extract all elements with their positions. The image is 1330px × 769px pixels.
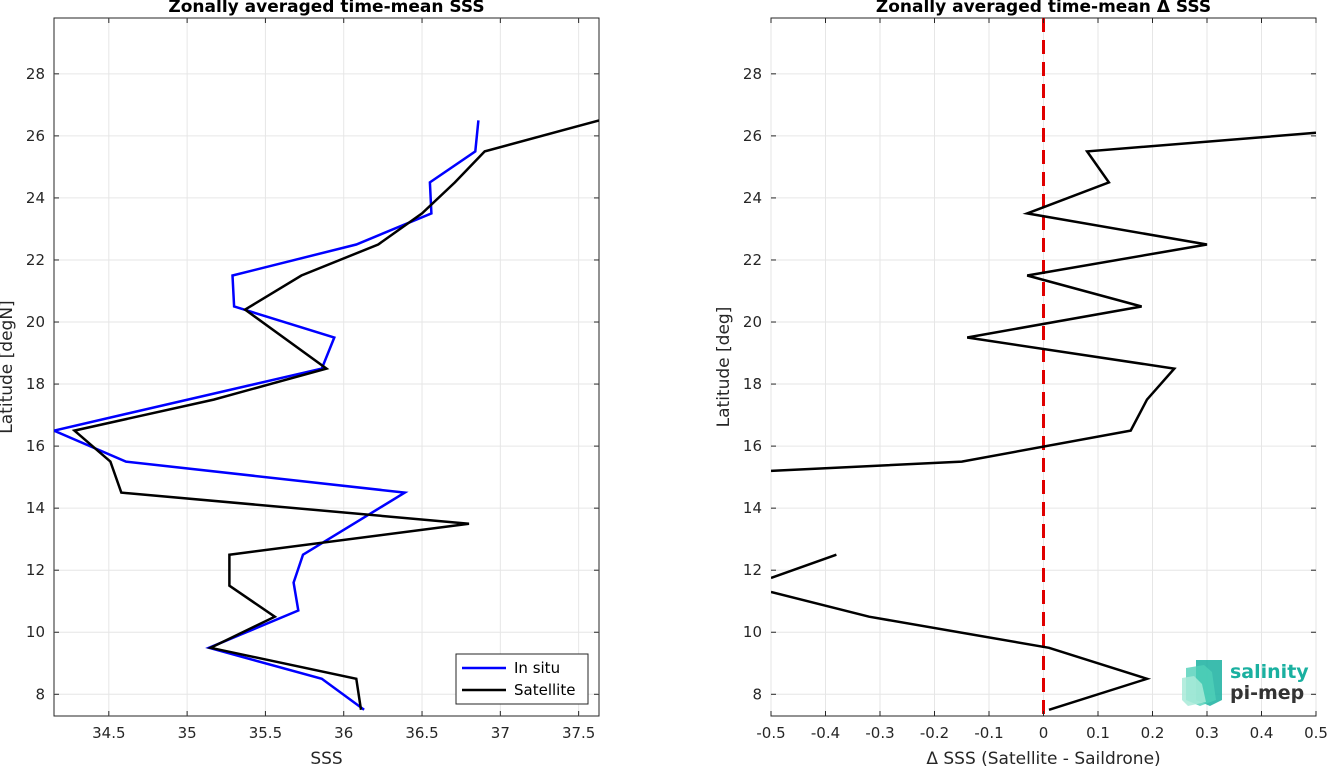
series-right bbox=[771, 18, 1316, 716]
x-tick-label: 0 bbox=[1039, 724, 1049, 742]
salinity-pi-mep-logo: salinity pi-mep bbox=[1182, 660, 1309, 706]
x-tick-label: -0.1 bbox=[974, 724, 1003, 742]
series-left bbox=[54, 119, 599, 711]
ticks-left: 34.5 35 35.5 36 36.5 37 37.5 8 10 12 14 16 18 20 22 24 2… bbox=[26, 18, 599, 742]
y-tick-label: 10 bbox=[26, 623, 45, 641]
y-tick-label: 24 bbox=[26, 189, 45, 207]
x-tick-label: -0.4 bbox=[811, 724, 840, 742]
logo-text-pi-mep: pi-mep bbox=[1230, 682, 1304, 704]
chart-title-right: Zonally averaged time-mean Δ SSS bbox=[876, 0, 1211, 17]
x-tick-label: -0.2 bbox=[920, 724, 949, 742]
wave-logo-icon bbox=[1182, 660, 1222, 706]
in-situ-series-line bbox=[54, 120, 480, 711]
y-tick-label: 16 bbox=[743, 437, 762, 455]
legend-entry-in-situ: In situ bbox=[514, 659, 560, 677]
chart-left: 34.5 35 35.5 36 36.5 37 37.5 8 10 12 14 16 18 20 22 24 2… bbox=[0, 0, 600, 769]
y-tick-label: 8 bbox=[752, 685, 762, 703]
ticks-right: -0.5 -0.4 -0.3 -0.2 -0.1 0 0.1 0.2 0.3 0.4 0.5 8 10 1… bbox=[743, 18, 1328, 742]
y-tick-label: 20 bbox=[743, 313, 762, 331]
y-tick-label: 10 bbox=[743, 623, 762, 641]
grid-left bbox=[54, 18, 599, 716]
y-tick-label: 12 bbox=[743, 561, 762, 579]
y-tick-label: 24 bbox=[743, 189, 762, 207]
satellite-series-line bbox=[71, 119, 599, 710]
x-tick-label: 0.1 bbox=[1086, 724, 1110, 742]
x-tick-label: -0.3 bbox=[865, 724, 894, 742]
y-tick-label: 20 bbox=[26, 313, 45, 331]
x-tick-label: 0.5 bbox=[1304, 724, 1328, 742]
x-tick-label: 36 bbox=[334, 724, 353, 742]
x-tick-label: 36.5 bbox=[405, 724, 438, 742]
x-axis-label-right: Δ SSS (Satellite - Saildrone) bbox=[926, 749, 1160, 769]
y-axis-label-left: Latitude [degN] bbox=[0, 300, 17, 433]
x-tick-label: 37.5 bbox=[562, 724, 595, 742]
x-tick-label: 37 bbox=[491, 724, 510, 742]
y-tick-label: 28 bbox=[743, 65, 762, 83]
plot-area-left bbox=[53, 17, 600, 717]
x-tick-label: -0.5 bbox=[756, 724, 785, 742]
delta-sss-series-line bbox=[771, 553, 837, 580]
y-tick-label: 12 bbox=[26, 561, 45, 579]
x-tick-label: 35 bbox=[178, 724, 197, 742]
x-tick-label: 0.2 bbox=[1141, 724, 1165, 742]
y-tick-label: 18 bbox=[26, 375, 45, 393]
x-tick-label: 34.5 bbox=[92, 724, 125, 742]
y-tick-label: 14 bbox=[26, 499, 45, 517]
chart-right: -0.5 -0.4 -0.3 -0.2 -0.1 0 0.1 0.2 0.3 0.4 0.5 8 10 1… bbox=[714, 0, 1328, 769]
delta-sss-series-line bbox=[771, 131, 1316, 473]
y-tick-label: 26 bbox=[26, 127, 45, 145]
y-tick-label: 28 bbox=[26, 65, 45, 83]
logo-text-salinity: salinity bbox=[1230, 661, 1309, 683]
y-axis-label-right: Latitude [deg] bbox=[714, 307, 734, 428]
chart-title-left: Zonally averaged time-mean SSS bbox=[168, 0, 484, 17]
y-tick-label: 16 bbox=[26, 437, 45, 455]
delta-sss-series-line bbox=[771, 590, 1152, 711]
y-tick-label: 22 bbox=[743, 251, 762, 269]
x-axis-label-left: SSS bbox=[310, 749, 342, 769]
x-tick-label: 0.4 bbox=[1250, 724, 1274, 742]
x-tick-label: 0.3 bbox=[1195, 724, 1219, 742]
legend: In situ Satellite bbox=[455, 653, 589, 705]
y-tick-label: 18 bbox=[743, 375, 762, 393]
y-tick-label: 8 bbox=[35, 685, 45, 703]
x-tick-label: 35.5 bbox=[249, 724, 282, 742]
y-tick-label: 14 bbox=[743, 499, 762, 517]
legend-box bbox=[455, 653, 589, 705]
legend-entry-satellite: Satellite bbox=[514, 681, 575, 699]
y-tick-label: 26 bbox=[743, 127, 762, 145]
y-tick-label: 22 bbox=[26, 251, 45, 269]
